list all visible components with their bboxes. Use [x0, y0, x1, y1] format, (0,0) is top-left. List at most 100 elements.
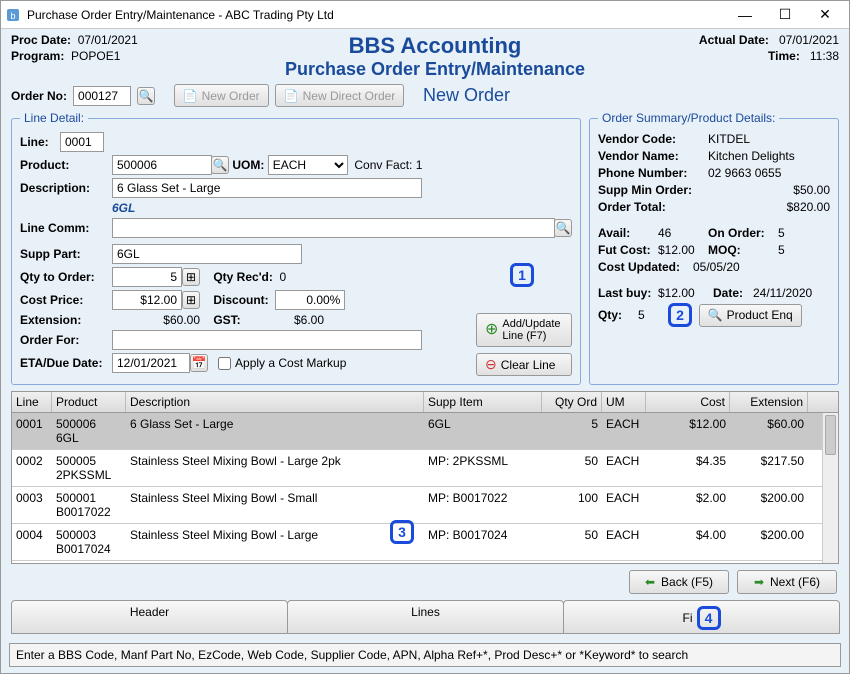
qty-order-label: Qty to Order: [20, 270, 112, 284]
proc-date: 07/01/2021 [78, 33, 138, 47]
description-input[interactable] [112, 178, 422, 198]
new-order-button[interactable]: 📄New Order [174, 84, 269, 107]
supp-min-label: Supp Min Order: [598, 183, 708, 197]
order-summary-group: Order Summary/Product Details: Vendor Co… [589, 111, 839, 385]
last-buy-date-label: Date: [713, 286, 753, 300]
avail: 46 [658, 226, 708, 240]
arrow-left-icon: ⬅ [645, 575, 655, 589]
lines-grid[interactable]: Line Product Description Supp Item Qty O… [11, 391, 839, 564]
extension-label: Extension: [20, 313, 112, 327]
cost-calc-icon[interactable]: ⊞ [182, 291, 200, 309]
description-label: Description: [20, 181, 112, 195]
add-update-line-button[interactable]: ⊕Add/Update Line (F7) [476, 313, 572, 347]
uom-select[interactable]: EACH [268, 155, 348, 175]
col-qty-ord: Qty Ord [542, 392, 602, 412]
avail-label: Avail: [598, 226, 658, 240]
moq: 5 [778, 243, 785, 257]
on-order-label: On Order: [708, 226, 778, 240]
calendar-icon[interactable]: 📅 [190, 354, 208, 372]
eta-input[interactable] [112, 353, 190, 373]
order-summary-legend: Order Summary/Product Details: [598, 111, 779, 125]
apply-markup-checkbox[interactable] [218, 357, 231, 370]
maximize-button[interactable]: ☐ [765, 2, 805, 28]
col-um: UM [602, 392, 646, 412]
vendor-code-label: Vendor Code: [598, 132, 708, 146]
vendor-name-label: Vendor Name: [598, 149, 708, 163]
app-subtitle: Purchase Order Entry/Maintenance [211, 59, 659, 80]
order-no-label: Order No: [11, 89, 67, 103]
program-label: Program: [11, 49, 64, 63]
grid-scrollbar[interactable] [822, 413, 838, 563]
discount-input[interactable] [275, 290, 345, 310]
line-detail-group: Line Detail: Line: Product: 🔍 UOM: EACH … [11, 111, 581, 385]
minimize-button[interactable]: — [725, 2, 765, 28]
on-order: 5 [778, 226, 785, 240]
badge-4: 4 [697, 606, 721, 630]
actual-date-label: Actual Date: [699, 33, 769, 47]
fut-cost-label: Fut Cost: [598, 243, 658, 257]
line-detail-legend: Line Detail: [20, 111, 88, 125]
col-product: Product [52, 392, 126, 412]
last-buy: $12.00 [658, 286, 713, 300]
doc-icon: 📄 [284, 89, 299, 103]
cost-updated-label: Cost Updated: [598, 260, 693, 274]
qty-order-input[interactable] [112, 267, 182, 287]
product-input[interactable] [112, 155, 212, 175]
phone: 02 9663 0655 [708, 166, 781, 180]
supp-part-input[interactable] [112, 244, 302, 264]
tab-lines[interactable]: Lines [287, 600, 564, 634]
line-comm-input[interactable] [112, 218, 555, 238]
table-row[interactable]: 00015000066GL6 Glass Set - Large6GL5EACH… [12, 413, 838, 450]
line-input[interactable] [60, 132, 104, 152]
plus-icon: ⊕ [485, 321, 498, 339]
vendor-code: KITDEL [708, 132, 750, 146]
cost-price-label: Cost Price: [20, 293, 112, 307]
badge-1: 1 [510, 263, 534, 287]
proc-date-label: Proc Date: [11, 33, 71, 47]
clear-line-button[interactable]: ⊖Clear Line [476, 353, 572, 376]
line-label: Line: [20, 135, 60, 149]
window-title: Purchase Order Entry/Maintenance - ABC T… [27, 8, 725, 22]
supp-part-label: Supp Part: [20, 247, 112, 261]
extension: $60.00 [112, 313, 200, 327]
close-button[interactable]: ✕ [805, 2, 845, 28]
table-row[interactable]: 00025000052PKSSMLStainless Steel Mixing … [12, 450, 838, 487]
table-row[interactable]: 0005500002700228Stainless Steel Mixing B… [12, 561, 838, 563]
product-search-icon[interactable]: 🔍 [211, 156, 229, 174]
tab-finish[interactable]: Fi4 [563, 600, 840, 634]
next-button[interactable]: ➡Next (F6) [737, 570, 837, 594]
qty-recd: 0 [280, 270, 287, 284]
conv-fact: 1 [416, 158, 423, 172]
search-icon: 🔍 [708, 308, 723, 322]
cost-price-input[interactable] [112, 290, 182, 310]
back-button[interactable]: ⬅Back (F5) [629, 570, 729, 594]
order-for-input[interactable] [112, 330, 422, 350]
minus-icon: ⊖ [485, 356, 497, 373]
discount-label: Discount: [213, 293, 268, 307]
order-total: $820.00 [708, 200, 830, 214]
apply-markup-label: Apply a Cost Markup [235, 356, 346, 370]
time: 11:38 [810, 49, 839, 63]
last-buy-date: 24/11/2020 [753, 286, 812, 300]
product-enq-button[interactable]: 🔍Product Enq [699, 304, 802, 327]
table-row[interactable]: 0003500001B0017022Stainless Steel Mixing… [12, 487, 838, 524]
order-no-input[interactable] [73, 86, 131, 106]
phone-label: Phone Number: [598, 166, 708, 180]
app-title: BBS Accounting [211, 33, 659, 59]
uom-label: UOM: [232, 158, 264, 172]
gst: $6.00 [254, 313, 324, 327]
badge-3: 3 [390, 520, 414, 544]
badge-2: 2 [668, 303, 692, 327]
line-comm-search-icon[interactable]: 🔍 [554, 219, 572, 237]
moq-label: MOQ: [708, 243, 778, 257]
supp-min: $50.00 [708, 183, 830, 197]
order-no-search-icon[interactable]: 🔍 [137, 87, 155, 105]
new-direct-order-button[interactable]: 📄New Direct Order [275, 84, 405, 107]
statusbar: Enter a BBS Code, Manf Part No, EzCode, … [9, 643, 841, 667]
app-icon: b [5, 7, 21, 23]
qty-calc-icon[interactable]: ⊞ [182, 268, 200, 286]
col-extension: Extension [730, 392, 808, 412]
tab-header[interactable]: Header [11, 600, 288, 634]
product-label: Product: [20, 158, 112, 172]
table-row[interactable]: 0004500003B0017024Stainless Steel Mixing… [12, 524, 838, 561]
